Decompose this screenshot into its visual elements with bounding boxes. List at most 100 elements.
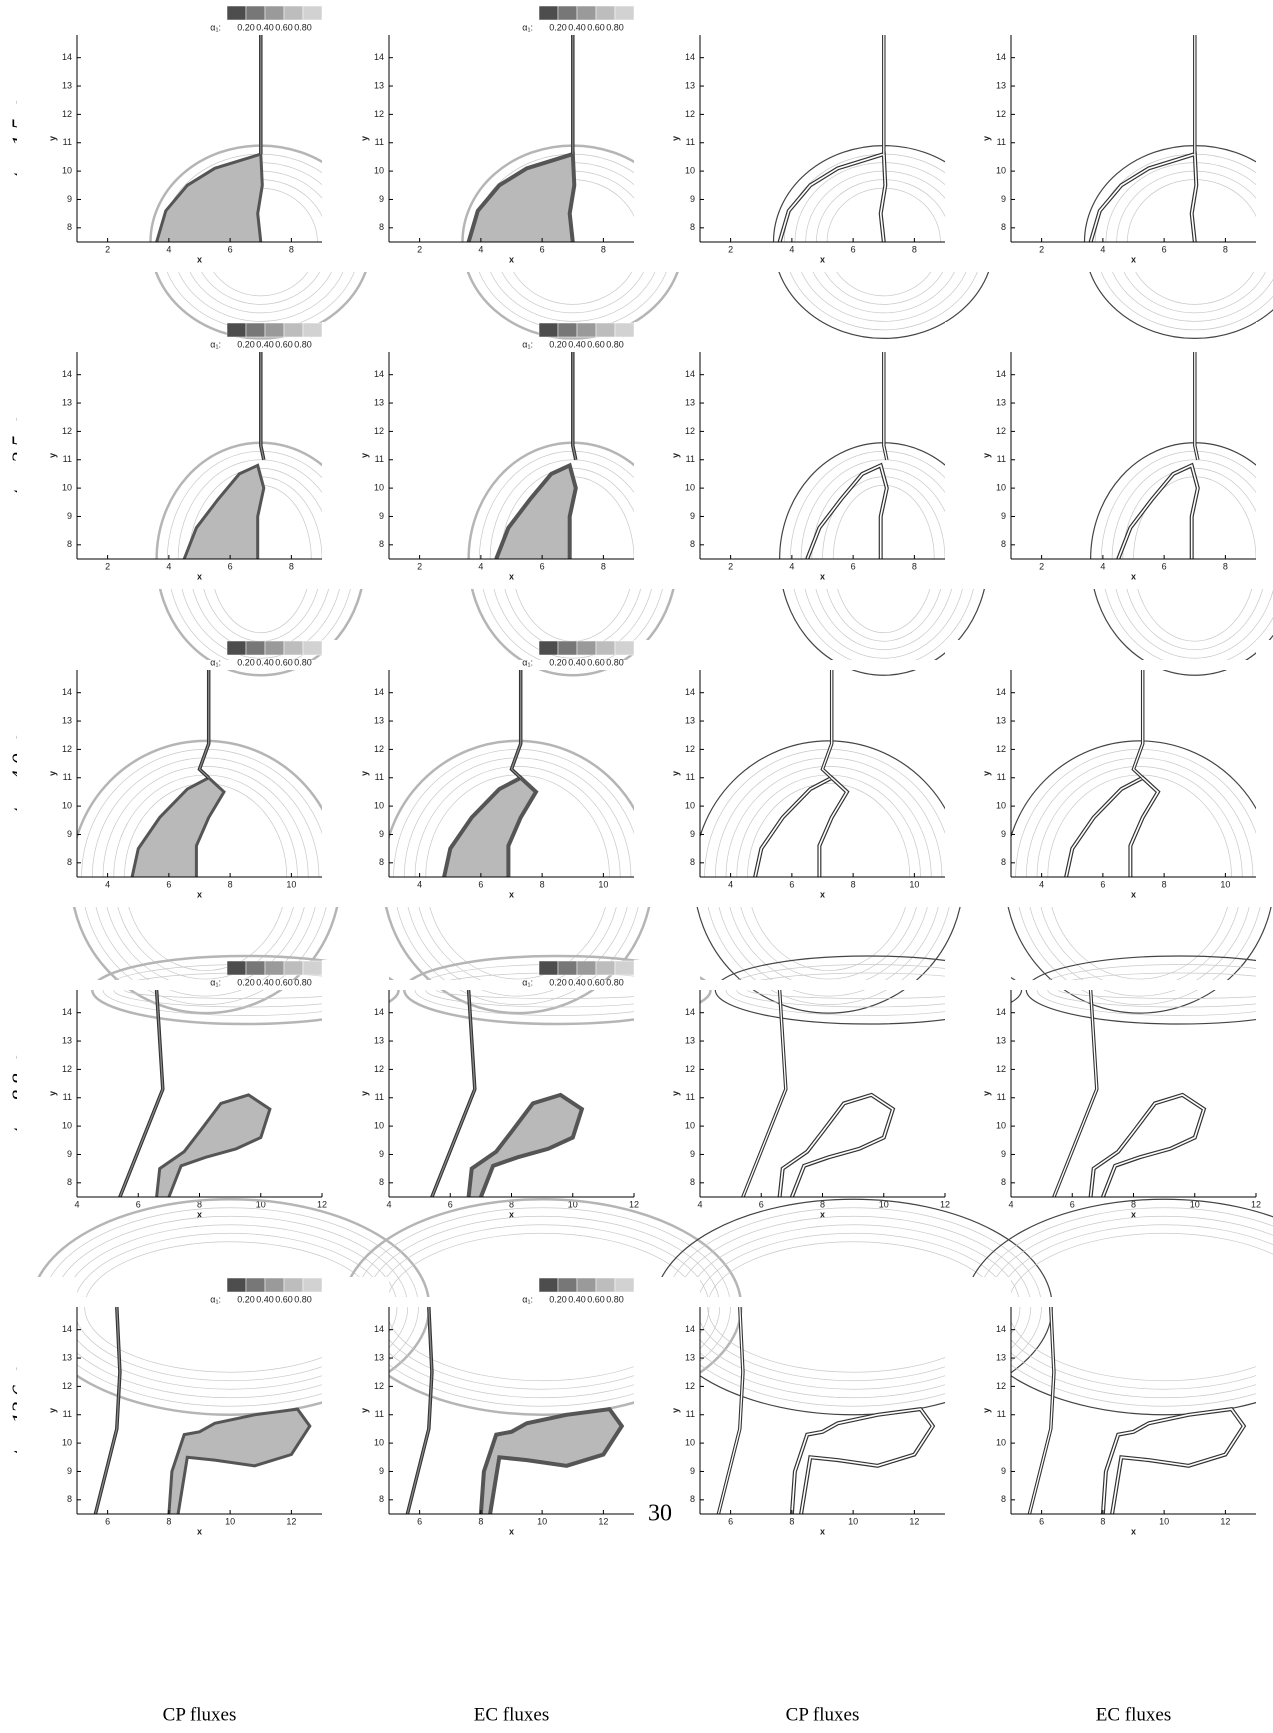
x-axis-label: x <box>509 889 514 899</box>
cover <box>1256 322 1273 589</box>
x-tick-label: 4 <box>1100 561 1105 571</box>
y-axis-label: y <box>670 771 680 776</box>
x-axis-label: x <box>197 254 202 264</box>
x-axis-label: x <box>820 1526 825 1536</box>
x-axis-label: x <box>1131 889 1136 899</box>
x-tick-label: 8 <box>166 1516 171 1526</box>
y-tick-label: 8 <box>690 1177 695 1187</box>
y-axis-label: y <box>670 453 680 458</box>
y-tick-label: 12 <box>996 744 1006 754</box>
cover <box>329 559 674 589</box>
colorbar-swatch <box>539 323 558 337</box>
x-axis-label: x <box>1131 1526 1136 1536</box>
y-tick-label: 14 <box>374 369 384 379</box>
y-tick-label: 8 <box>379 1494 384 1504</box>
colorbar-swatch <box>246 323 265 337</box>
colorbar-tick-label: 0.40 <box>256 339 274 349</box>
y-tick-label: 10 <box>62 1437 72 1447</box>
y-tick-label: 14 <box>374 52 384 62</box>
y-tick-label: 14 <box>685 1007 695 1017</box>
colorbar-tick-label: 0.60 <box>275 22 293 32</box>
y-tick-label: 10 <box>996 1120 1006 1130</box>
y-axis-label: y <box>47 771 57 776</box>
y-axis-label: y <box>47 453 57 458</box>
y-tick-label: 9 <box>690 511 695 521</box>
y-tick-label: 9 <box>67 194 72 204</box>
x-tick-label: 12 <box>909 1516 919 1526</box>
colorbar-swatch <box>539 961 558 975</box>
x-tick-label: 10 <box>909 879 919 889</box>
y-tick-label: 14 <box>62 369 72 379</box>
y-tick-label: 12 <box>685 1381 695 1391</box>
x-tick-label: 6 <box>228 561 233 571</box>
x-tick-label: 6 <box>540 244 545 254</box>
x-tick-label: 12 <box>598 1516 608 1526</box>
colorbar-label: α₁: <box>522 1294 533 1304</box>
cover <box>640 242 985 272</box>
colorbar-tick-label: 0.20 <box>549 657 567 667</box>
y-tick-label: 9 <box>1001 829 1006 839</box>
colorbar-tick-label: 0.60 <box>275 1294 293 1304</box>
x-tick-label: 6 <box>228 244 233 254</box>
colorbar-tick-label: 0.20 <box>549 339 567 349</box>
y-tick-label: 11 <box>375 1409 384 1419</box>
y-tick-label: 13 <box>62 715 72 725</box>
y-tick-label: 9 <box>690 829 695 839</box>
y-tick-label: 14 <box>685 52 695 62</box>
x-tick-label: 8 <box>789 1516 794 1526</box>
colorbar-swatch <box>558 6 577 20</box>
x-tick-label: 12 <box>317 1199 327 1209</box>
y-tick-label: 9 <box>67 1466 72 1476</box>
colorbar-swatch <box>577 6 596 20</box>
y-tick-label: 13 <box>996 80 1006 90</box>
y-tick-label: 9 <box>379 194 384 204</box>
page-number: 30 <box>648 1501 672 1527</box>
x-tick-label: 4 <box>1100 244 1105 254</box>
x-tick-label: 12 <box>940 1199 950 1209</box>
y-tick-label: 9 <box>67 829 72 839</box>
y-tick-label: 8 <box>379 539 384 549</box>
column-label: CP fluxes <box>786 1704 860 1725</box>
y-tick-label: 13 <box>685 715 695 725</box>
x-axis-label: x <box>197 889 202 899</box>
y-tick-label: 13 <box>996 1352 1006 1362</box>
x-tick-label: 2 <box>105 561 110 571</box>
y-tick-label: 13 <box>685 397 695 407</box>
colorbar-swatch <box>539 1278 558 1292</box>
x-tick-label: 8 <box>601 561 606 571</box>
y-axis-label: y <box>981 1408 991 1413</box>
y-tick-label: 12 <box>374 426 384 436</box>
x-tick-label: 4 <box>478 561 483 571</box>
y-tick-label: 11 <box>63 454 72 464</box>
x-tick-label: 8 <box>1100 1516 1105 1526</box>
colorbar-tick-label: 0.80 <box>606 339 624 349</box>
y-tick-label: 12 <box>685 109 695 119</box>
y-axis-label: y <box>359 771 369 776</box>
y-tick-label: 13 <box>374 80 384 90</box>
y-tick-label: 11 <box>997 137 1006 147</box>
cover <box>329 877 674 907</box>
y-tick-label: 14 <box>62 687 72 697</box>
x-tick-label: 10 <box>1220 879 1230 889</box>
colorbar-tick-label: 0.60 <box>587 977 605 987</box>
colorbar-tick-label: 0.80 <box>294 1294 312 1304</box>
y-tick-label: 11 <box>997 1409 1006 1419</box>
x-axis-label: x <box>820 571 825 581</box>
cover <box>640 342 985 352</box>
colorbar-swatch <box>246 6 265 20</box>
y-tick-label: 13 <box>996 715 1006 725</box>
y-tick-label: 14 <box>685 1324 695 1334</box>
y-tick-label: 12 <box>62 1381 72 1391</box>
y-tick-label: 14 <box>62 1007 72 1017</box>
y-axis-label: y <box>359 453 369 458</box>
y-tick-label: 14 <box>374 1007 384 1017</box>
x-axis-label: x <box>1131 571 1136 581</box>
x-axis-label: x <box>509 1526 514 1536</box>
colorbar-tick-label: 0.40 <box>256 22 274 32</box>
cover <box>640 660 985 670</box>
y-tick-label: 10 <box>996 165 1006 175</box>
x-tick-label: 2 <box>417 244 422 254</box>
y-tick-label: 8 <box>690 857 695 867</box>
x-tick-label: 6 <box>166 879 171 889</box>
